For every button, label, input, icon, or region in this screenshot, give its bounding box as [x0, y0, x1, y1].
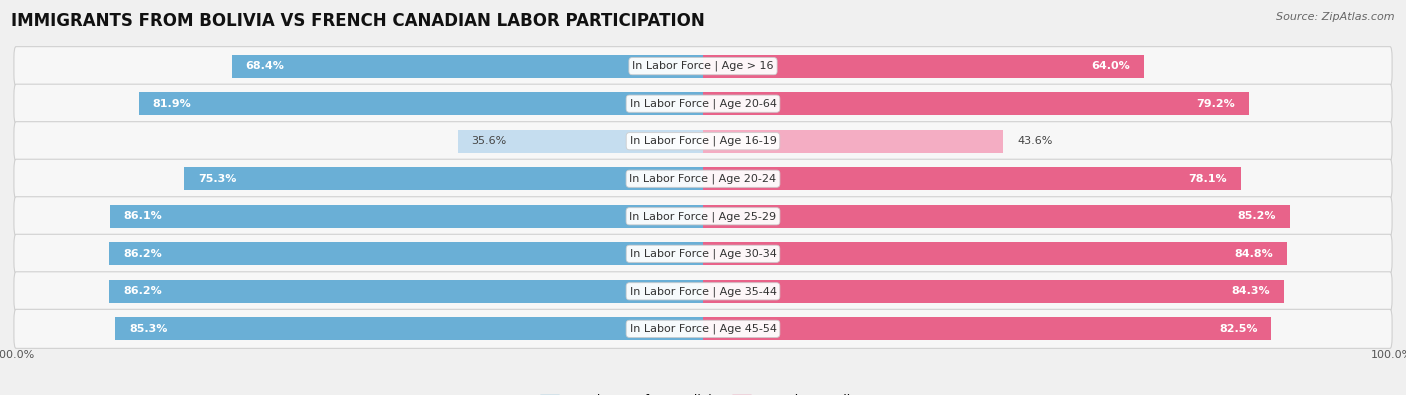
Text: 86.2%: 86.2% — [122, 249, 162, 259]
Text: 78.1%: 78.1% — [1188, 174, 1227, 184]
Text: Source: ZipAtlas.com: Source: ZipAtlas.com — [1277, 12, 1395, 22]
FancyBboxPatch shape — [14, 159, 1392, 198]
Text: 64.0%: 64.0% — [1091, 61, 1130, 71]
Bar — [110, 280, 703, 303]
FancyBboxPatch shape — [14, 47, 1392, 86]
Bar — [110, 205, 703, 228]
Text: 43.6%: 43.6% — [1017, 136, 1053, 146]
Bar — [703, 242, 1288, 265]
Text: In Labor Force | Age 35-44: In Labor Force | Age 35-44 — [630, 286, 776, 297]
Text: 84.3%: 84.3% — [1232, 286, 1270, 296]
Bar — [232, 55, 703, 78]
Text: In Labor Force | Age 25-29: In Labor Force | Age 25-29 — [630, 211, 776, 222]
Text: In Labor Force | Age 16-19: In Labor Force | Age 16-19 — [630, 136, 776, 147]
Bar — [703, 92, 1249, 115]
Text: 35.6%: 35.6% — [471, 136, 506, 146]
Bar — [703, 130, 1004, 153]
FancyBboxPatch shape — [14, 84, 1392, 123]
Text: 86.1%: 86.1% — [124, 211, 162, 221]
FancyBboxPatch shape — [14, 309, 1392, 348]
FancyBboxPatch shape — [14, 122, 1392, 161]
Bar — [703, 280, 1284, 303]
Text: In Labor Force | Age > 16: In Labor Force | Age > 16 — [633, 61, 773, 71]
Text: 75.3%: 75.3% — [198, 174, 236, 184]
Text: 68.4%: 68.4% — [246, 61, 284, 71]
Text: 81.9%: 81.9% — [152, 99, 191, 109]
Text: In Labor Force | Age 20-24: In Labor Force | Age 20-24 — [630, 173, 776, 184]
Bar — [115, 317, 703, 340]
Text: 79.2%: 79.2% — [1197, 99, 1234, 109]
Text: 85.2%: 85.2% — [1237, 211, 1277, 221]
Text: In Labor Force | Age 45-54: In Labor Force | Age 45-54 — [630, 324, 776, 334]
Text: In Labor Force | Age 20-64: In Labor Force | Age 20-64 — [630, 98, 776, 109]
Bar — [110, 242, 703, 265]
Text: 84.8%: 84.8% — [1234, 249, 1274, 259]
Bar — [703, 167, 1241, 190]
Text: IMMIGRANTS FROM BOLIVIA VS FRENCH CANADIAN LABOR PARTICIPATION: IMMIGRANTS FROM BOLIVIA VS FRENCH CANADI… — [11, 12, 704, 30]
Bar — [184, 167, 703, 190]
FancyBboxPatch shape — [14, 234, 1392, 273]
Bar — [703, 55, 1144, 78]
Bar — [703, 205, 1289, 228]
Text: In Labor Force | Age 30-34: In Labor Force | Age 30-34 — [630, 248, 776, 259]
FancyBboxPatch shape — [14, 197, 1392, 236]
Bar — [139, 92, 703, 115]
Text: 86.2%: 86.2% — [122, 286, 162, 296]
FancyBboxPatch shape — [14, 272, 1392, 311]
Text: 85.3%: 85.3% — [129, 324, 167, 334]
Bar — [703, 317, 1271, 340]
Legend: Immigrants from Bolivia, French Canadian: Immigrants from Bolivia, French Canadian — [540, 394, 866, 395]
Text: 82.5%: 82.5% — [1219, 324, 1257, 334]
Bar — [458, 130, 703, 153]
